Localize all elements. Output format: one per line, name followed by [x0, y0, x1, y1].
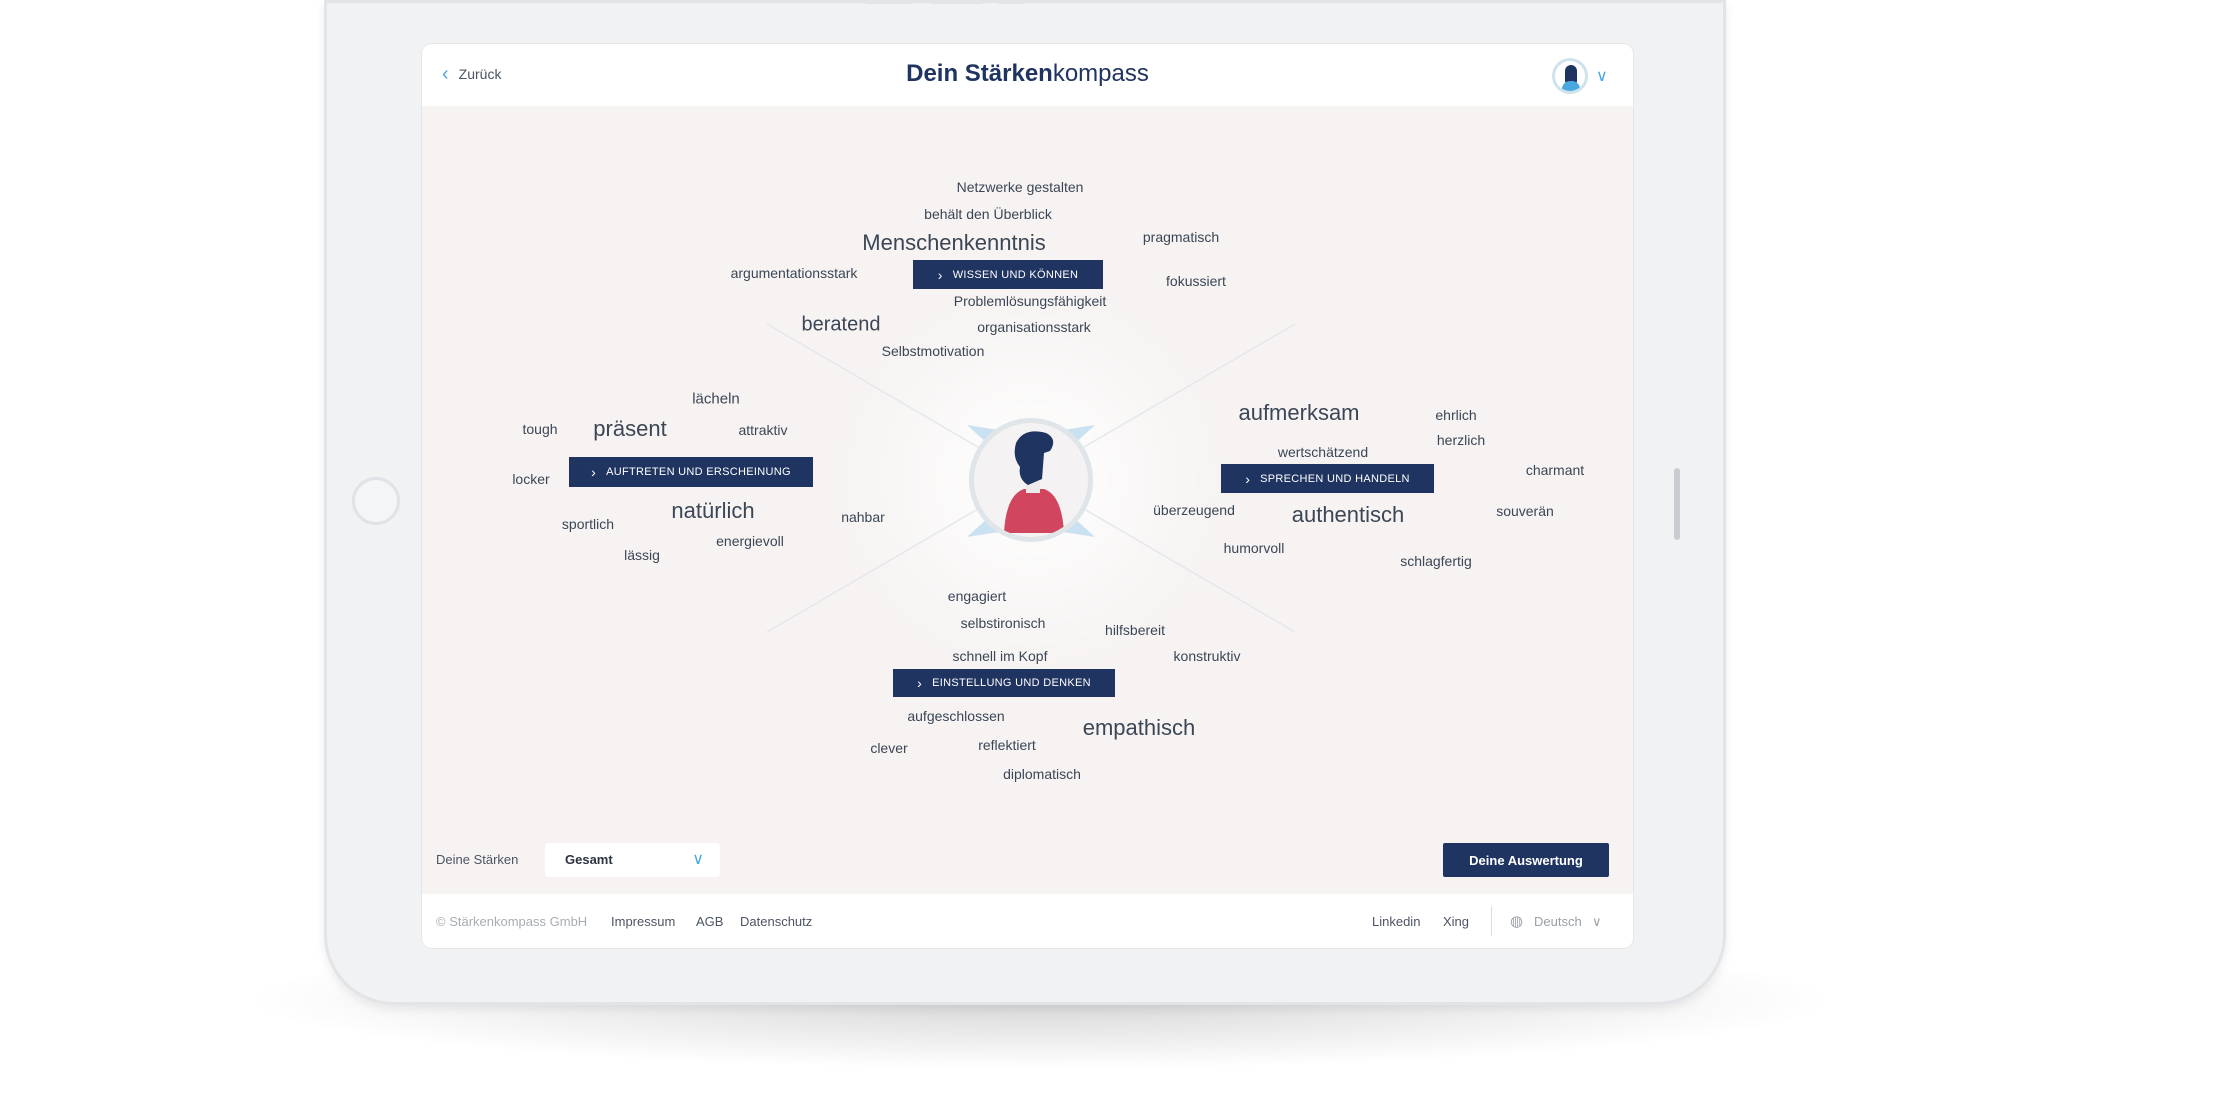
category-label: AUFTRETEN UND ERSCHEINUNG: [606, 466, 791, 478]
chevron-right-icon: ›: [1245, 470, 1251, 487]
strength-word: behält den Überblick: [924, 206, 1052, 222]
strength-word: clever: [870, 740, 908, 756]
strength-word: herzlich: [1436, 432, 1486, 448]
category-label: WISSEN UND KÖNNEN: [952, 268, 1079, 281]
strength-word: energievoll: [716, 533, 784, 549]
strength-word: sportlich: [561, 516, 615, 532]
strength-word: empathisch: [1082, 715, 1196, 740]
category-button-auftreten-und-erscheinung[interactable]: › AUFTRETEN UND ERSCHEINUNG: [569, 457, 813, 487]
tablet-top-button: [864, 0, 914, 4]
chevron-right-icon: ›: [917, 675, 923, 691]
strength-word: Menschenkenntnis: [862, 230, 1046, 255]
language-select[interactable]: Deutsch: [1534, 914, 1582, 929]
home-button: [352, 477, 400, 525]
strength-word: Problemlösungsfähigkeit: [953, 293, 1107, 309]
strength-word: präsent: [593, 416, 667, 441]
chevron-down-icon[interactable]: ∨: [1592, 914, 1602, 929]
side-button: [1674, 468, 1680, 540]
app-screen: ‹ Zurück Dein Stärkenkompass ∨ Netzwerke…: [422, 44, 1633, 948]
strength-word: locker: [512, 471, 550, 487]
back-label: Zurück: [458, 66, 502, 82]
title-light: kompass: [1052, 60, 1149, 87]
strength-word: argumentationsstark: [730, 265, 858, 281]
strength-word: überzeugend: [1153, 502, 1235, 518]
strength-word: aufmerksam: [1238, 400, 1360, 425]
strength-word: organisationsstark: [977, 319, 1091, 335]
strengths-label: Deine Stärken: [436, 852, 519, 867]
chevron-down-icon[interactable]: ∨: [1596, 68, 1608, 85]
copyright: © Stärkenkompass GmbH: [436, 914, 588, 929]
strength-word: selbstironisch: [960, 615, 1046, 631]
strength-word: tough: [522, 421, 558, 437]
strength-word: lächeln: [692, 390, 740, 408]
strength-word: charmant: [1525, 462, 1585, 478]
tablet-top-button: [996, 0, 1026, 4]
strength-word: hilfsbereit: [1105, 622, 1165, 638]
strength-word: humorvoll: [1223, 540, 1285, 556]
back-button[interactable]: ‹ Zurück: [442, 63, 502, 85]
strength-word: engagiert: [947, 588, 1007, 604]
footer-link-linkedin[interactable]: Linkedin: [1372, 914, 1421, 929]
strength-word: souverän: [1496, 503, 1554, 519]
footer: © Stärkenkompass GmbH Impressum AGB Date…: [422, 894, 1633, 948]
strength-word: ehrlich: [1435, 407, 1477, 423]
page-title: Dein Stärkenkompass: [422, 60, 1633, 88]
category-button-sprechen-und-handeln[interactable]: › SPRECHEN UND HANDELN: [1221, 464, 1434, 493]
strength-word: aufgeschlossen: [907, 708, 1005, 724]
strength-word: pragmatisch: [1142, 229, 1220, 245]
footer-link-xing[interactable]: Xing: [1443, 914, 1470, 929]
strength-word: attraktiv: [738, 422, 788, 438]
strength-word: Netzwerke gestalten: [956, 179, 1084, 195]
category-label: SPRECHEN UND HANDELN: [1260, 472, 1410, 485]
globe-icon: ◍: [1510, 913, 1524, 930]
center-person-avatar: [969, 418, 1093, 542]
strength-word: schnell im Kopf: [952, 648, 1048, 664]
strength-word: authentisch: [1291, 502, 1405, 527]
strengths-select-value: Gesamt: [565, 852, 613, 867]
strength-word: nahbar: [841, 509, 885, 525]
category-label: EINSTELLUNG UND DENKEN: [932, 677, 1091, 689]
strength-word: Selbstmotivation: [881, 343, 985, 359]
footer-divider: [1491, 906, 1492, 936]
strengths-select[interactable]: Gesamt ∨: [545, 843, 720, 877]
evaluation-button[interactable]: Deine Auswertung: [1443, 843, 1609, 877]
strength-word: konstruktiv: [1173, 648, 1241, 664]
chevron-right-icon: ›: [591, 464, 597, 480]
strength-word: lässig: [624, 547, 660, 563]
user-avatar[interactable]: [1552, 58, 1588, 94]
title-bold: Dein Stärken: [906, 60, 1053, 87]
category-button-wissen-und-koennen[interactable]: › WISSEN UND KÖNNEN: [913, 260, 1103, 289]
strength-word: schlagfertig: [1400, 553, 1472, 569]
chevron-right-icon: ›: [937, 266, 943, 283]
strength-word: natürlich: [671, 498, 755, 523]
strength-word: wertschätzend: [1277, 444, 1369, 460]
chevron-left-icon: ‹: [442, 63, 449, 85]
strength-word: beratend: [801, 313, 881, 336]
strength-word: diplomatisch: [1003, 766, 1081, 782]
tablet-top-button: [929, 0, 984, 4]
category-button-einstellung-und-denken[interactable]: › EINSTELLUNG UND DENKEN: [893, 669, 1115, 697]
footer-link-datenschutz[interactable]: Datenschutz: [740, 914, 813, 929]
header: ‹ Zurück Dein Stärkenkompass ∨: [422, 44, 1633, 106]
footer-link-agb[interactable]: AGB: [696, 914, 724, 929]
strength-word: reflektiert: [978, 737, 1036, 753]
chevron-down-icon: ∨: [692, 851, 704, 868]
footer-link-impressum[interactable]: Impressum: [611, 914, 676, 929]
strength-word: fokussiert: [1166, 273, 1226, 289]
